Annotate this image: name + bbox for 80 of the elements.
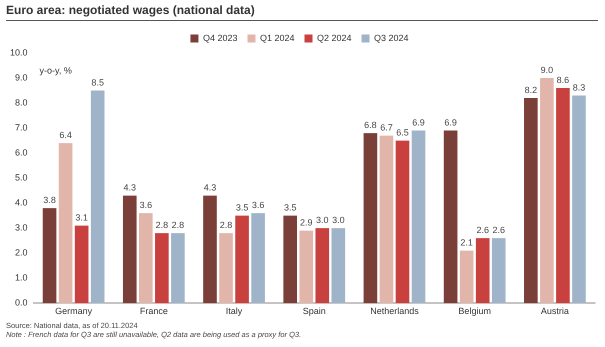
bar [203,196,217,304]
x-tick-label: Belgium [458,306,491,316]
data-label: 8.2 [524,85,538,96]
legend-label: Q4 2023 [202,32,238,43]
data-label: 9.0 [540,65,554,76]
bar [58,143,72,304]
data-label: 6.9 [444,118,457,128]
data-label: 3.6 [140,200,152,210]
bar [412,130,426,304]
bar [460,250,474,304]
y-tick-label: 3.0 [15,222,28,233]
y-tick-label: 1.0 [15,272,28,283]
x-tick-label: Italy [226,306,243,316]
bar [315,228,330,304]
bar [235,216,249,304]
legend-label: Q2 2024 [317,32,352,43]
bar [299,230,314,304]
data-label: 8.3 [572,82,586,93]
data-label: 3.8 [43,195,56,206]
x-tick-label: Germany [55,306,93,316]
bar [492,238,506,304]
x-tick-label: Austria [540,306,569,316]
data-label: 2.6 [476,225,489,236]
bar [90,90,105,304]
bar [42,208,56,304]
bar [155,233,169,304]
bar [556,88,570,304]
y-tick-label: 6.0 [15,148,28,158]
data-label: 4.3 [124,182,136,193]
data-label: 2.6 [492,225,506,236]
y-tick-label: 9.0 [15,72,28,83]
bar [74,226,88,304]
data-label: 3.1 [75,212,88,223]
bar [364,133,378,304]
bar [171,233,185,304]
data-label: 6.9 [412,118,425,128]
bar [138,213,153,304]
data-label: 8.6 [556,75,570,86]
data-label: 2.8 [172,220,184,230]
bar [332,228,346,304]
data-label: 4.3 [204,182,216,193]
data-label: 2.9 [300,218,312,228]
data-label: 2.1 [460,238,473,248]
data-label: 3.6 [252,200,264,210]
data-label: 6.7 [380,122,393,133]
legend-label: Q3 2024 [374,32,409,43]
data-label: 6.5 [396,128,409,138]
data-label: 8.5 [91,78,104,88]
x-tick-label: France [140,306,168,316]
data-label: 3.0 [316,215,329,226]
y-tick-label: 4.0 [15,198,28,208]
bar [380,136,394,304]
bar [122,196,137,304]
legend-label: Q1 2024 [260,32,295,43]
y-tick-label: 10.0 [10,47,28,58]
y-tick-label: 8.0 [15,98,28,108]
data-label: 3.5 [236,202,248,213]
data-label: 6.4 [59,130,72,140]
bar [219,233,233,304]
y-tick-label: 5.0 [15,172,28,183]
data-label: 3.0 [332,215,345,226]
bar [540,78,554,304]
y-axis-title: y-o-y, % [40,65,72,76]
data-label: 3.5 [284,202,296,213]
data-label: 2.8 [156,220,168,230]
chart-title: Euro area: negotiated wages (national data) [6,3,598,21]
y-tick-label: 0.0 [15,298,28,308]
y-tick-label: 2.0 [15,248,28,258]
y-tick-label: 7.0 [15,122,28,133]
bar [283,216,298,304]
bar [396,140,410,304]
data-label: 6.8 [364,120,377,130]
x-tick-label: Spain [302,306,326,316]
bar [251,213,265,304]
x-tick-label: Netherlands [370,306,420,316]
bar [444,130,458,304]
bar [572,96,586,304]
bar [524,98,538,304]
data-label: 2.8 [220,220,232,230]
bar [476,238,490,304]
